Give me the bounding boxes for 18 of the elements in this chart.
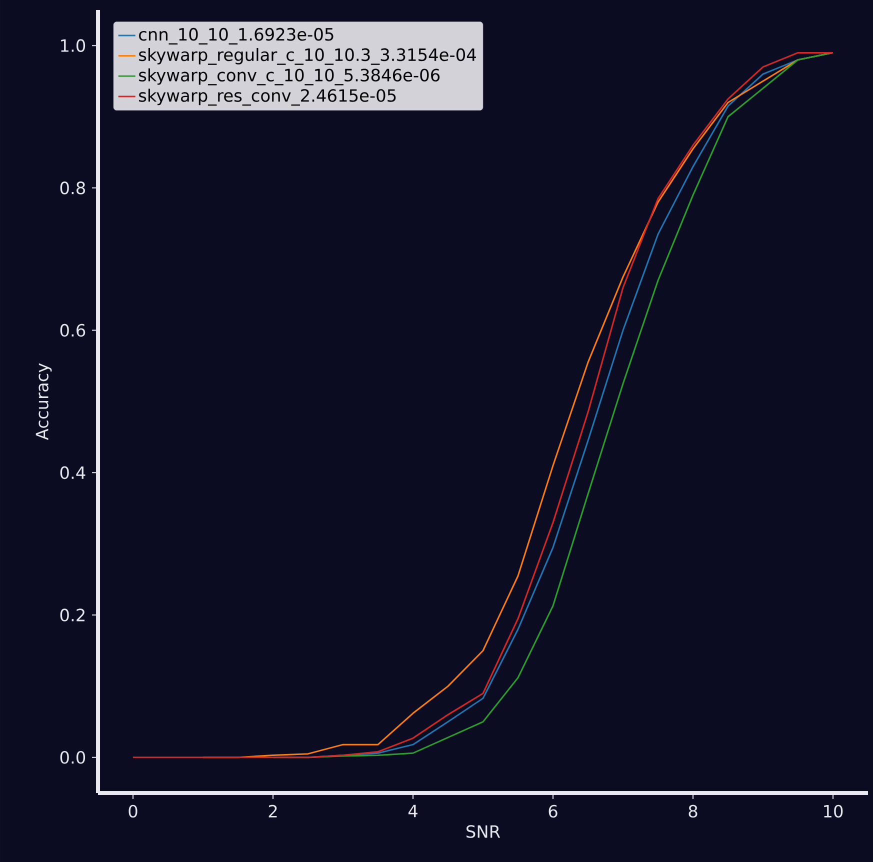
legend-label: skywarp_conv_c_10_10_5.3846e-06 — [139, 68, 440, 86]
legend-label: cnn_10_10_1.6923e-05 — [139, 28, 334, 44]
x-tick-label: 10 — [824, 804, 843, 818]
x-tick-label: 4 — [408, 804, 418, 818]
y-tick-label: 1.0 — [61, 39, 86, 52]
y-tick-label: 0.6 — [60, 324, 86, 337]
x-tick-label: 2 — [268, 804, 277, 818]
legend-label: skywarp_res_conv_2.4615e-05 — [139, 88, 396, 106]
y-axis-title: Accuracy — [36, 363, 52, 440]
y-tick-label: 0.8 — [60, 182, 86, 194]
x-axis-title: SNR — [466, 825, 500, 838]
y-tick-label: 0.2 — [60, 608, 84, 622]
x-tick-label: 6 — [548, 804, 558, 818]
y-tick-label: 0.4 — [60, 466, 86, 480]
x-tick-label: 8 — [688, 804, 698, 818]
y-tick-label: 0.0 — [60, 750, 86, 764]
x-tick-label: 0 — [128, 804, 138, 818]
legend-label: skywarp_regular_c_10_10.3_3.3154e-04 — [139, 48, 476, 65]
